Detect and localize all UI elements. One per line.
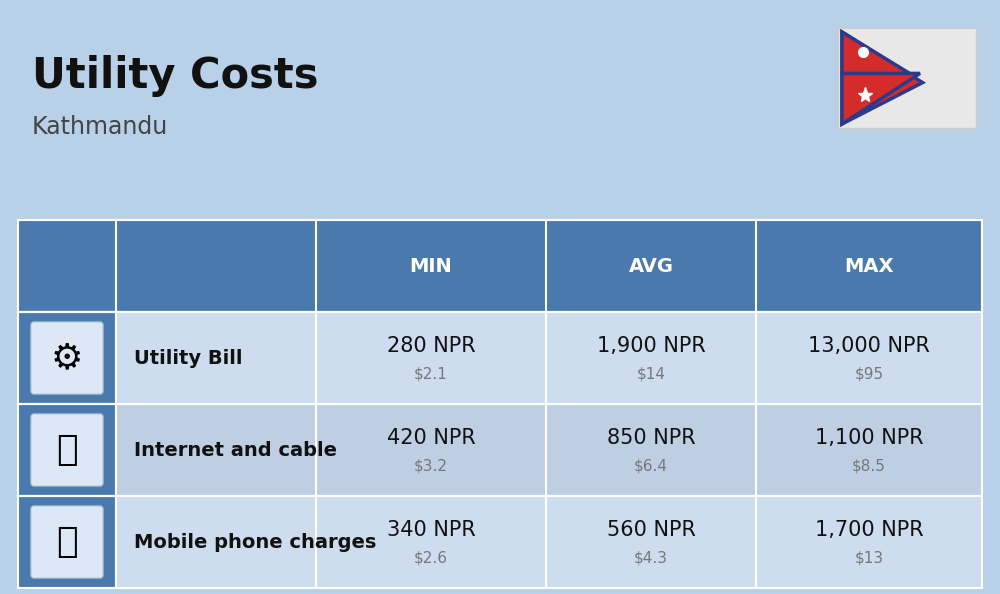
FancyBboxPatch shape [31, 322, 103, 394]
Text: $95: $95 [854, 366, 884, 381]
Text: 850 NPR: 850 NPR [607, 428, 695, 448]
Polygon shape [842, 74, 920, 124]
Text: 📱: 📱 [56, 525, 78, 559]
Text: AVG: AVG [629, 257, 674, 276]
Text: $13: $13 [854, 551, 884, 565]
Text: Kathmandu: Kathmandu [32, 115, 168, 139]
Text: $4.3: $4.3 [634, 551, 668, 565]
Text: 1,100 NPR: 1,100 NPR [815, 428, 923, 448]
Bar [18, 312, 982, 404]
Bar [18, 312, 116, 404]
Text: ⚙: ⚙ [51, 341, 83, 375]
Text: Internet and cable: Internet and cable [134, 441, 337, 460]
FancyBboxPatch shape [838, 28, 976, 128]
Text: 340 NPR: 340 NPR [387, 520, 475, 540]
Text: $6.4: $6.4 [634, 459, 668, 473]
Text: 1,900 NPR: 1,900 NPR [597, 336, 705, 356]
Text: $2.1: $2.1 [414, 366, 448, 381]
Text: 420 NPR: 420 NPR [387, 428, 475, 448]
Text: $3.2: $3.2 [414, 459, 448, 473]
Text: $14: $14 [637, 366, 666, 381]
Bar [18, 404, 982, 496]
Text: Utility Bill: Utility Bill [134, 349, 242, 368]
Text: 560 NPR: 560 NPR [607, 520, 695, 540]
FancyBboxPatch shape [31, 414, 103, 486]
Text: 📶: 📶 [56, 433, 78, 467]
FancyBboxPatch shape [31, 506, 103, 578]
Polygon shape [842, 32, 923, 124]
Text: MAX: MAX [844, 257, 894, 276]
Text: $8.5: $8.5 [852, 459, 886, 473]
Text: 280 NPR: 280 NPR [387, 336, 475, 356]
Text: $2.6: $2.6 [414, 551, 448, 565]
Text: 1,700 NPR: 1,700 NPR [815, 520, 923, 540]
Bar [18, 496, 116, 588]
Text: MIN: MIN [410, 257, 452, 276]
Bar [18, 496, 982, 588]
Polygon shape [842, 32, 910, 74]
Text: Utility Costs: Utility Costs [32, 55, 318, 97]
Bar [18, 404, 116, 496]
Text: Mobile phone charges: Mobile phone charges [134, 532, 376, 551]
Text: 13,000 NPR: 13,000 NPR [808, 336, 930, 356]
Bar [18, 220, 982, 312]
